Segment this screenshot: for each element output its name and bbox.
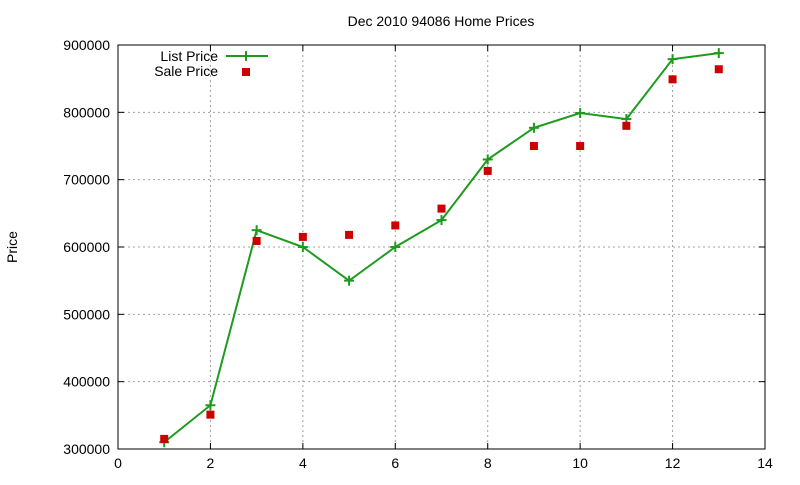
sale-price-point xyxy=(622,121,631,130)
list-price-point xyxy=(344,275,355,286)
list-price-point xyxy=(575,108,586,119)
x-tick-label: 0 xyxy=(114,455,122,471)
x-tick-label: 8 xyxy=(484,455,492,471)
sale-price-point xyxy=(483,166,492,175)
sale-price-point xyxy=(345,230,354,239)
sale-price-point xyxy=(391,221,400,230)
sale-price-point xyxy=(576,142,585,150)
sale-price-point xyxy=(206,410,215,419)
plot-series xyxy=(159,48,724,448)
list-price-point xyxy=(482,154,493,165)
y-tick-label: 600000 xyxy=(63,239,110,255)
x-tick-label: 14 xyxy=(757,455,773,471)
y-tick-label: 300000 xyxy=(63,441,110,457)
list-price-point xyxy=(251,225,262,236)
tick-labels: 0 2 4 6 8 10 12 14 300000 400000 500000 600000 70000… xyxy=(63,37,773,471)
series-list-price xyxy=(159,48,724,448)
list-price-point xyxy=(667,54,678,65)
sale-price-point xyxy=(437,204,446,213)
sale-price-point xyxy=(298,232,307,241)
y-tick-label: 400000 xyxy=(63,374,110,390)
y-tick-label: 500000 xyxy=(63,306,110,322)
list-price-point xyxy=(390,242,401,252)
y-axis-label: Price xyxy=(4,231,20,263)
list-price-line xyxy=(163,52,719,444)
x-tick-label: 10 xyxy=(572,455,588,471)
sale-price-point xyxy=(252,236,261,245)
list-price-point xyxy=(436,215,447,226)
sale-price-point xyxy=(529,142,538,150)
list-price-point xyxy=(713,48,724,59)
legend-marker-sale-price xyxy=(242,68,250,76)
legend-label-list-price: List Price xyxy=(160,48,218,64)
list-price-point xyxy=(528,122,539,133)
sale-price-point xyxy=(160,434,169,443)
chart-title: Dec 2010 94086 Home Prices xyxy=(348,13,535,29)
x-tick-label: 6 xyxy=(391,455,399,471)
y-tick-label: 900000 xyxy=(63,37,110,53)
legend-marker-list-price xyxy=(241,51,251,61)
legend-label-sale-price: Sale Price xyxy=(154,63,218,79)
series-sale-price xyxy=(160,65,723,443)
x-tick-label: 2 xyxy=(207,455,215,471)
y-tick-label: 800000 xyxy=(63,104,110,120)
list-price-point xyxy=(297,242,308,252)
plot-frame xyxy=(117,44,766,450)
list-price-point xyxy=(205,400,216,411)
sale-price-point xyxy=(714,65,723,74)
sale-price-point xyxy=(668,75,677,84)
x-tick-label: 12 xyxy=(665,455,681,471)
y-tick-label: 700000 xyxy=(63,172,110,188)
x-tick-label: 4 xyxy=(299,455,307,471)
